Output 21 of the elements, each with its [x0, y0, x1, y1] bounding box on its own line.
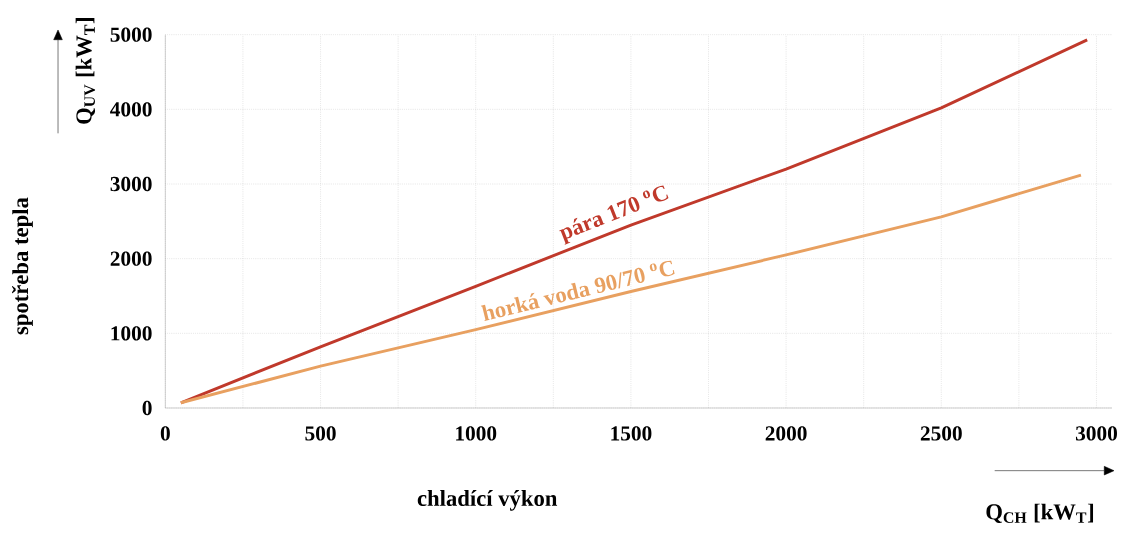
y-tick-label: 3000 [110, 176, 152, 192]
x-tick-label: 2500 [920, 426, 962, 441]
y-axis-title: spotřeba tepla [12, 197, 33, 335]
text: horká voda 90/70 $^{o}$C [480, 260, 675, 321]
x-tick-label: 1500 [611, 426, 652, 441]
text: Q$_{UV}$ [kW$_{T}$] [75, 17, 96, 124]
y-tick-label: 2000 [110, 251, 152, 266]
line-series [179, 38, 1089, 405]
x-tick-label: 0 [160, 426, 170, 441]
text: pára 170 $^{o}$C [559, 185, 669, 245]
y-tick-label: 4000 [110, 101, 152, 117]
x-axis-title: chladící výkon [417, 489, 558, 511]
y-tick-label: 1000 [111, 325, 152, 341]
x-tick-label: 1000 [456, 426, 497, 441]
x-tick-label: 500 [305, 426, 336, 441]
y-tick-label: 0 [142, 400, 152, 416]
x-tick-label: 3000 [1075, 426, 1117, 441]
text: Q$_{CH}$ [kW$_{T}$] [986, 503, 1094, 523]
line-series [179, 173, 1083, 405]
y-tick-label: 5000 [110, 27, 152, 42]
x-tick-label: 2000 [765, 426, 807, 441]
